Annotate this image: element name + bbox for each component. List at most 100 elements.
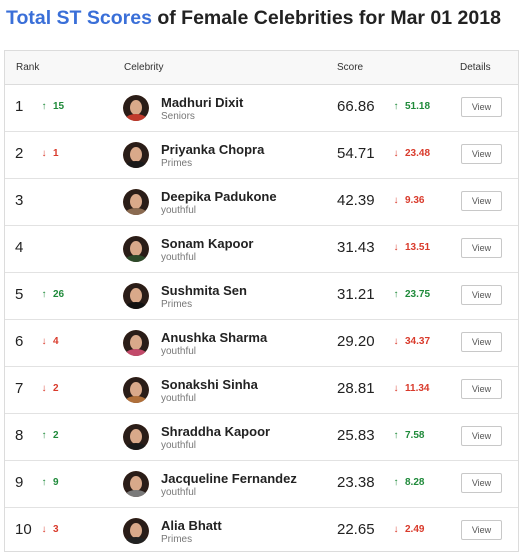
rank-change-value: 2 [53,430,59,441]
celebrity-category: youthful [161,487,197,498]
celebrity-name[interactable]: Sonakshi Sinha [161,377,258,392]
score-change: ↓ 11.34 [391,383,430,394]
view-button[interactable]: View [461,97,502,117]
avatar[interactable] [123,518,149,544]
avatar-face [130,147,142,162]
view-button[interactable]: View [461,473,502,493]
score-change: ↑ 51.18 [391,101,431,112]
celebrity-name[interactable]: Deepika Padukone [161,189,277,204]
arrow-up-icon: ↑ [393,430,399,441]
header-rank: Rank [16,62,40,73]
score-value: 22.65 [337,521,375,538]
table-row: 1 ↑ 15 Madhuri Dixit Seniors 66.86 ↑ 51.18… [5,85,518,132]
score-change: ↓ 13.51 [391,242,431,253]
avatar[interactable] [123,236,149,262]
celebrity-name[interactable]: Madhuri Dixit [161,95,244,110]
rank-number: 4 [15,239,24,256]
scores-table: Rank Celebrity Score Details 1 ↑ 15 Madhu… [4,50,519,552]
avatar-shoulders [125,349,147,356]
celebrity-name[interactable]: Alia Bhatt [161,518,222,533]
avatar[interactable] [123,142,149,168]
rank-change-value: 2 [53,383,59,394]
arrow-down-icon: ↓ [41,524,47,535]
score-change-value: 8.28 [405,477,425,488]
avatar[interactable] [123,189,149,215]
rank-change: ↑ 15 [39,101,65,112]
view-button[interactable]: View [461,238,502,258]
table-row: 10 ↓ 3 Alia Bhatt Primes 22.65 ↓ 2.49 View [5,508,518,555]
rank-number: 6 [15,333,24,350]
arrow-down-icon: ↓ [393,336,399,347]
view-button[interactable]: View [461,285,502,305]
avatar-shoulders [125,208,147,215]
celebrity-name[interactable]: Sonam Kapoor [161,236,254,251]
score-change: ↑ 8.28 [391,477,425,488]
avatar-shoulders [125,443,147,450]
score-value: 29.20 [337,333,375,350]
avatar-shoulders [125,396,147,403]
score-change: ↓ 9.36 [391,195,425,206]
arrow-down-icon: ↓ [393,148,399,159]
avatar-face [130,288,142,303]
rank-number: 5 [15,286,24,303]
score-change: ↓ 2.49 [391,524,425,535]
avatar-shoulders [125,255,147,262]
avatar[interactable] [123,330,149,356]
arrow-up-icon: ↑ [393,289,399,300]
header-details: Details [460,62,491,73]
view-button[interactable]: View [461,520,502,540]
table-row: 7 ↓ 2 Sonakshi Sinha youthful 28.81 ↓ 11.3… [5,367,518,414]
rank-number: 1 [15,98,24,115]
celebrity-name[interactable]: Anushka Sharma [161,330,268,345]
avatar-face [130,194,142,209]
title-link[interactable]: Total ST Scores [6,7,152,29]
view-button[interactable]: View [461,332,502,352]
arrow-down-icon: ↓ [393,383,399,394]
score-change: ↓ 23.48 [391,148,431,159]
table-row: 4 Sonam Kapoor youthful 31.43 ↓ 13.51 Vie… [5,226,518,273]
avatar[interactable] [123,95,149,121]
celebrity-category: youthful [161,393,197,404]
avatar-face [130,429,142,444]
avatar-shoulders [125,537,147,544]
celebrity-name[interactable]: Shraddha Kapoor [161,424,271,439]
score-value: 42.39 [337,192,375,209]
arrow-down-icon: ↓ [41,383,47,394]
view-button[interactable]: View [461,144,502,164]
avatar[interactable] [123,377,149,403]
arrow-up-icon: ↑ [41,477,47,488]
score-change-value: 23.48 [405,148,431,159]
celebrity-category: Primes [161,158,193,169]
table-row: 5 ↑ 26 Sushmita Sen Primes 31.21 ↑ 23.75 V… [5,273,518,320]
avatar-face [130,241,142,256]
celebrity-category: Primes [161,299,193,310]
header-celebrity: Celebrity [124,62,164,73]
avatar[interactable] [123,424,149,450]
avatar-face [130,523,142,538]
celebrity-category: Primes [161,534,193,545]
rank-change: ↓ 3 [39,524,59,535]
page-title: Total ST Scores of Female Celebrities fo… [6,7,525,30]
view-button[interactable]: View [461,379,502,399]
rank-number: 2 [15,145,24,162]
avatar[interactable] [123,283,149,309]
avatar-face [130,382,142,397]
score-change-value: 34.37 [405,336,431,347]
view-button[interactable]: View [461,426,502,446]
view-button[interactable]: View [461,191,502,211]
avatar[interactable] [123,471,149,497]
arrow-down-icon: ↓ [393,242,399,253]
celebrity-name[interactable]: Sushmita Sen [161,283,247,298]
celebrity-name[interactable]: Jacqueline Fernandez [161,471,297,486]
rank-change-value: 3 [53,524,59,535]
page-header: Total ST Scores of Female Celebrities fo… [0,0,525,38]
celebrity-name[interactable]: Priyanka Chopra [161,142,265,157]
celebrity-category: Seniors [161,111,195,122]
rank-number: 9 [15,474,24,491]
title-text: of Female Celebrities for Mar 01 2018 [151,7,501,29]
rank-number: 8 [15,427,24,444]
rank-change: ↑ 26 [39,289,65,300]
arrow-up-icon: ↑ [393,477,399,488]
score-change-value: 51.18 [405,101,431,112]
rank-change-value: 9 [53,477,59,488]
